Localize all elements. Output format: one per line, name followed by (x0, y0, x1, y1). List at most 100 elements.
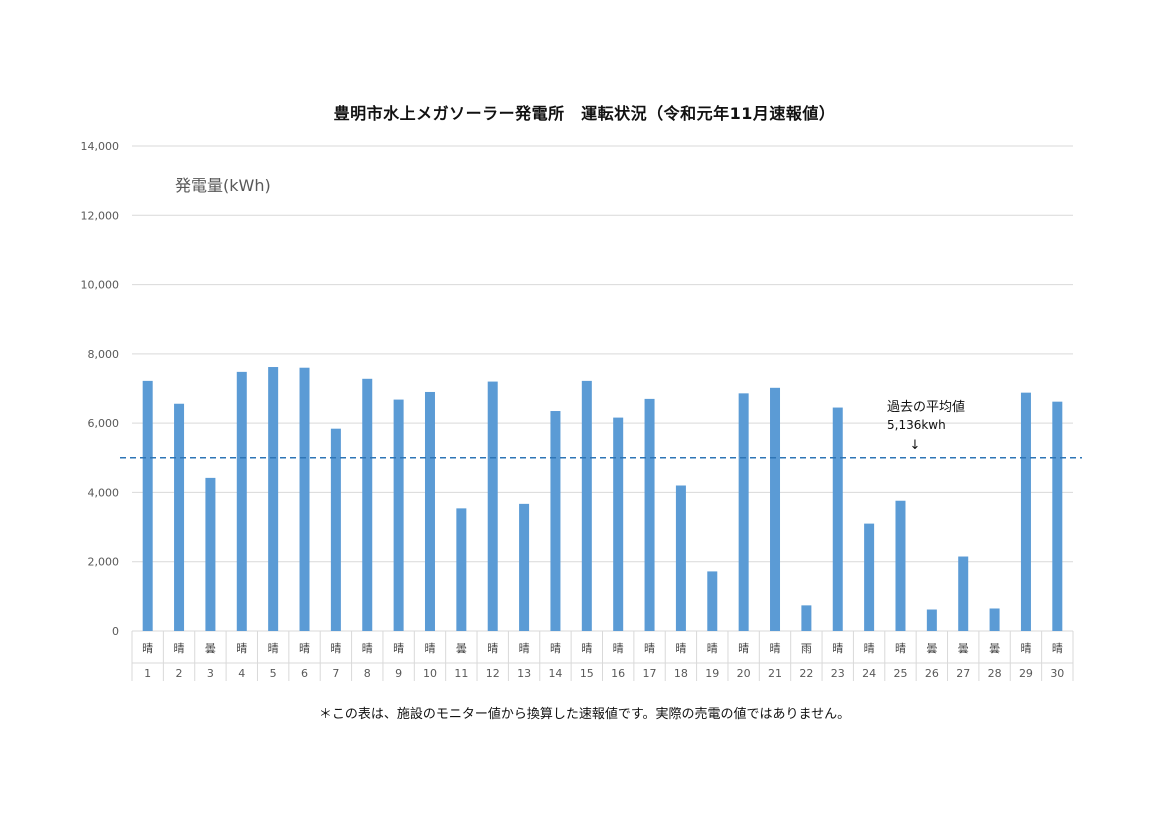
x-tick-label: 11 (454, 667, 468, 680)
y-tick-label: 4,000 (88, 486, 120, 499)
x-tick-label: 10 (423, 667, 437, 680)
bar (958, 556, 969, 631)
average-label: 過去の平均値 (887, 399, 965, 415)
weather-label: 曇 (926, 642, 937, 655)
average-arrow-icon: ↓ (910, 438, 921, 453)
x-tick-label: 12 (486, 667, 500, 680)
footnote: ＊この表は、施設のモニター値から換算した速報値です。実際の売電の値ではありません… (318, 707, 851, 722)
weather-label: 晴 (832, 642, 843, 655)
x-tick-label: 4 (238, 667, 245, 680)
weather-label: 晴 (864, 642, 875, 655)
bar (1020, 392, 1031, 631)
y-tick-label: 14,000 (81, 140, 120, 153)
bar (895, 500, 906, 631)
bar (989, 608, 1000, 631)
weather-label: 晴 (770, 642, 781, 655)
bar (613, 417, 624, 631)
x-tick-label: 5 (270, 667, 277, 680)
bar (424, 391, 435, 631)
bar (268, 367, 279, 631)
weather-label: 晴 (487, 642, 498, 655)
x-tick-label: 9 (395, 667, 402, 680)
bar (801, 605, 812, 631)
weather-label: 曇 (205, 642, 216, 655)
x-tick-label: 7 (332, 667, 339, 680)
weather-label: 晴 (613, 642, 624, 655)
bar (519, 503, 530, 631)
y-tick-label: 8,000 (88, 348, 120, 361)
weather-label: 晴 (362, 642, 373, 655)
weather-label: 晴 (581, 642, 592, 655)
x-tick-label: 25 (893, 667, 907, 680)
weather-label: 晴 (1020, 642, 1031, 655)
weather-label: 晴 (268, 642, 279, 655)
weather-label: 晴 (142, 642, 153, 655)
x-tick-label: 29 (1019, 667, 1033, 680)
bar (644, 398, 655, 631)
x-tick-label: 1 (144, 667, 151, 680)
x-tick-label: 20 (737, 667, 751, 680)
x-tick-label: 19 (705, 667, 719, 680)
bar (738, 393, 749, 631)
weather-label: 曇 (456, 642, 467, 655)
x-tick-label: 2 (176, 667, 183, 680)
bar (487, 381, 498, 631)
weather-label: 晴 (895, 642, 906, 655)
x-tick-label: 18 (674, 667, 688, 680)
bar (330, 428, 341, 631)
weather-label: 晴 (424, 642, 435, 655)
x-tick-label: 24 (862, 667, 876, 680)
weather-label: 晴 (393, 642, 404, 655)
weather-label: 晴 (550, 642, 561, 655)
y-tick-label: 2,000 (88, 556, 120, 569)
x-tick-label: 8 (364, 667, 371, 680)
weather-label: 晴 (738, 642, 749, 655)
bar (675, 485, 686, 631)
weather-label: 曇 (989, 642, 1000, 655)
y-tick-label: 10,000 (81, 279, 120, 292)
weather-label: 曇 (958, 642, 969, 655)
bar (581, 380, 592, 631)
x-tick-label: 23 (831, 667, 845, 680)
x-tick-label: 22 (799, 667, 813, 680)
bar (299, 367, 310, 631)
x-tick-label: 27 (956, 667, 970, 680)
weather-label: 雨 (801, 642, 812, 655)
x-tick-label: 6 (301, 667, 308, 680)
bar (1052, 401, 1063, 631)
bar (926, 609, 937, 631)
weather-label: 晴 (174, 642, 185, 655)
x-tick-label: 26 (925, 667, 939, 680)
x-tick-label: 21 (768, 667, 782, 680)
x-tick-label: 14 (548, 667, 562, 680)
bar (864, 523, 875, 631)
bar (832, 407, 843, 631)
bar (456, 508, 467, 631)
weather-label: 晴 (1052, 642, 1063, 655)
bar (707, 571, 718, 631)
chart-title: 豊明市水上メガソーラー発電所 運転状況（令和元年11月速報値） (333, 104, 836, 123)
y-axis-label: 発電量(kWh) (175, 176, 271, 195)
x-tick-label: 28 (988, 667, 1002, 680)
bar (362, 378, 373, 631)
bar (393, 399, 404, 631)
average-value-label: 5,136kwh (887, 418, 946, 432)
x-tick-label: 16 (611, 667, 625, 680)
y-tick-label: 12,000 (81, 209, 120, 222)
x-tick-label: 15 (580, 667, 594, 680)
bar (550, 411, 561, 631)
bar (770, 387, 781, 631)
x-tick-label: 3 (207, 667, 214, 680)
weather-label: 晴 (236, 642, 247, 655)
y-tick-label: 0 (112, 625, 119, 638)
y-tick-label: 6,000 (88, 417, 120, 430)
bar (142, 380, 153, 631)
weather-label: 晴 (644, 642, 655, 655)
bar (205, 477, 216, 631)
x-tick-label: 17 (643, 667, 657, 680)
weather-label: 晴 (675, 642, 686, 655)
weather-label: 晴 (299, 642, 310, 655)
weather-label: 晴 (519, 642, 530, 655)
x-tick-label: 30 (1050, 667, 1064, 680)
